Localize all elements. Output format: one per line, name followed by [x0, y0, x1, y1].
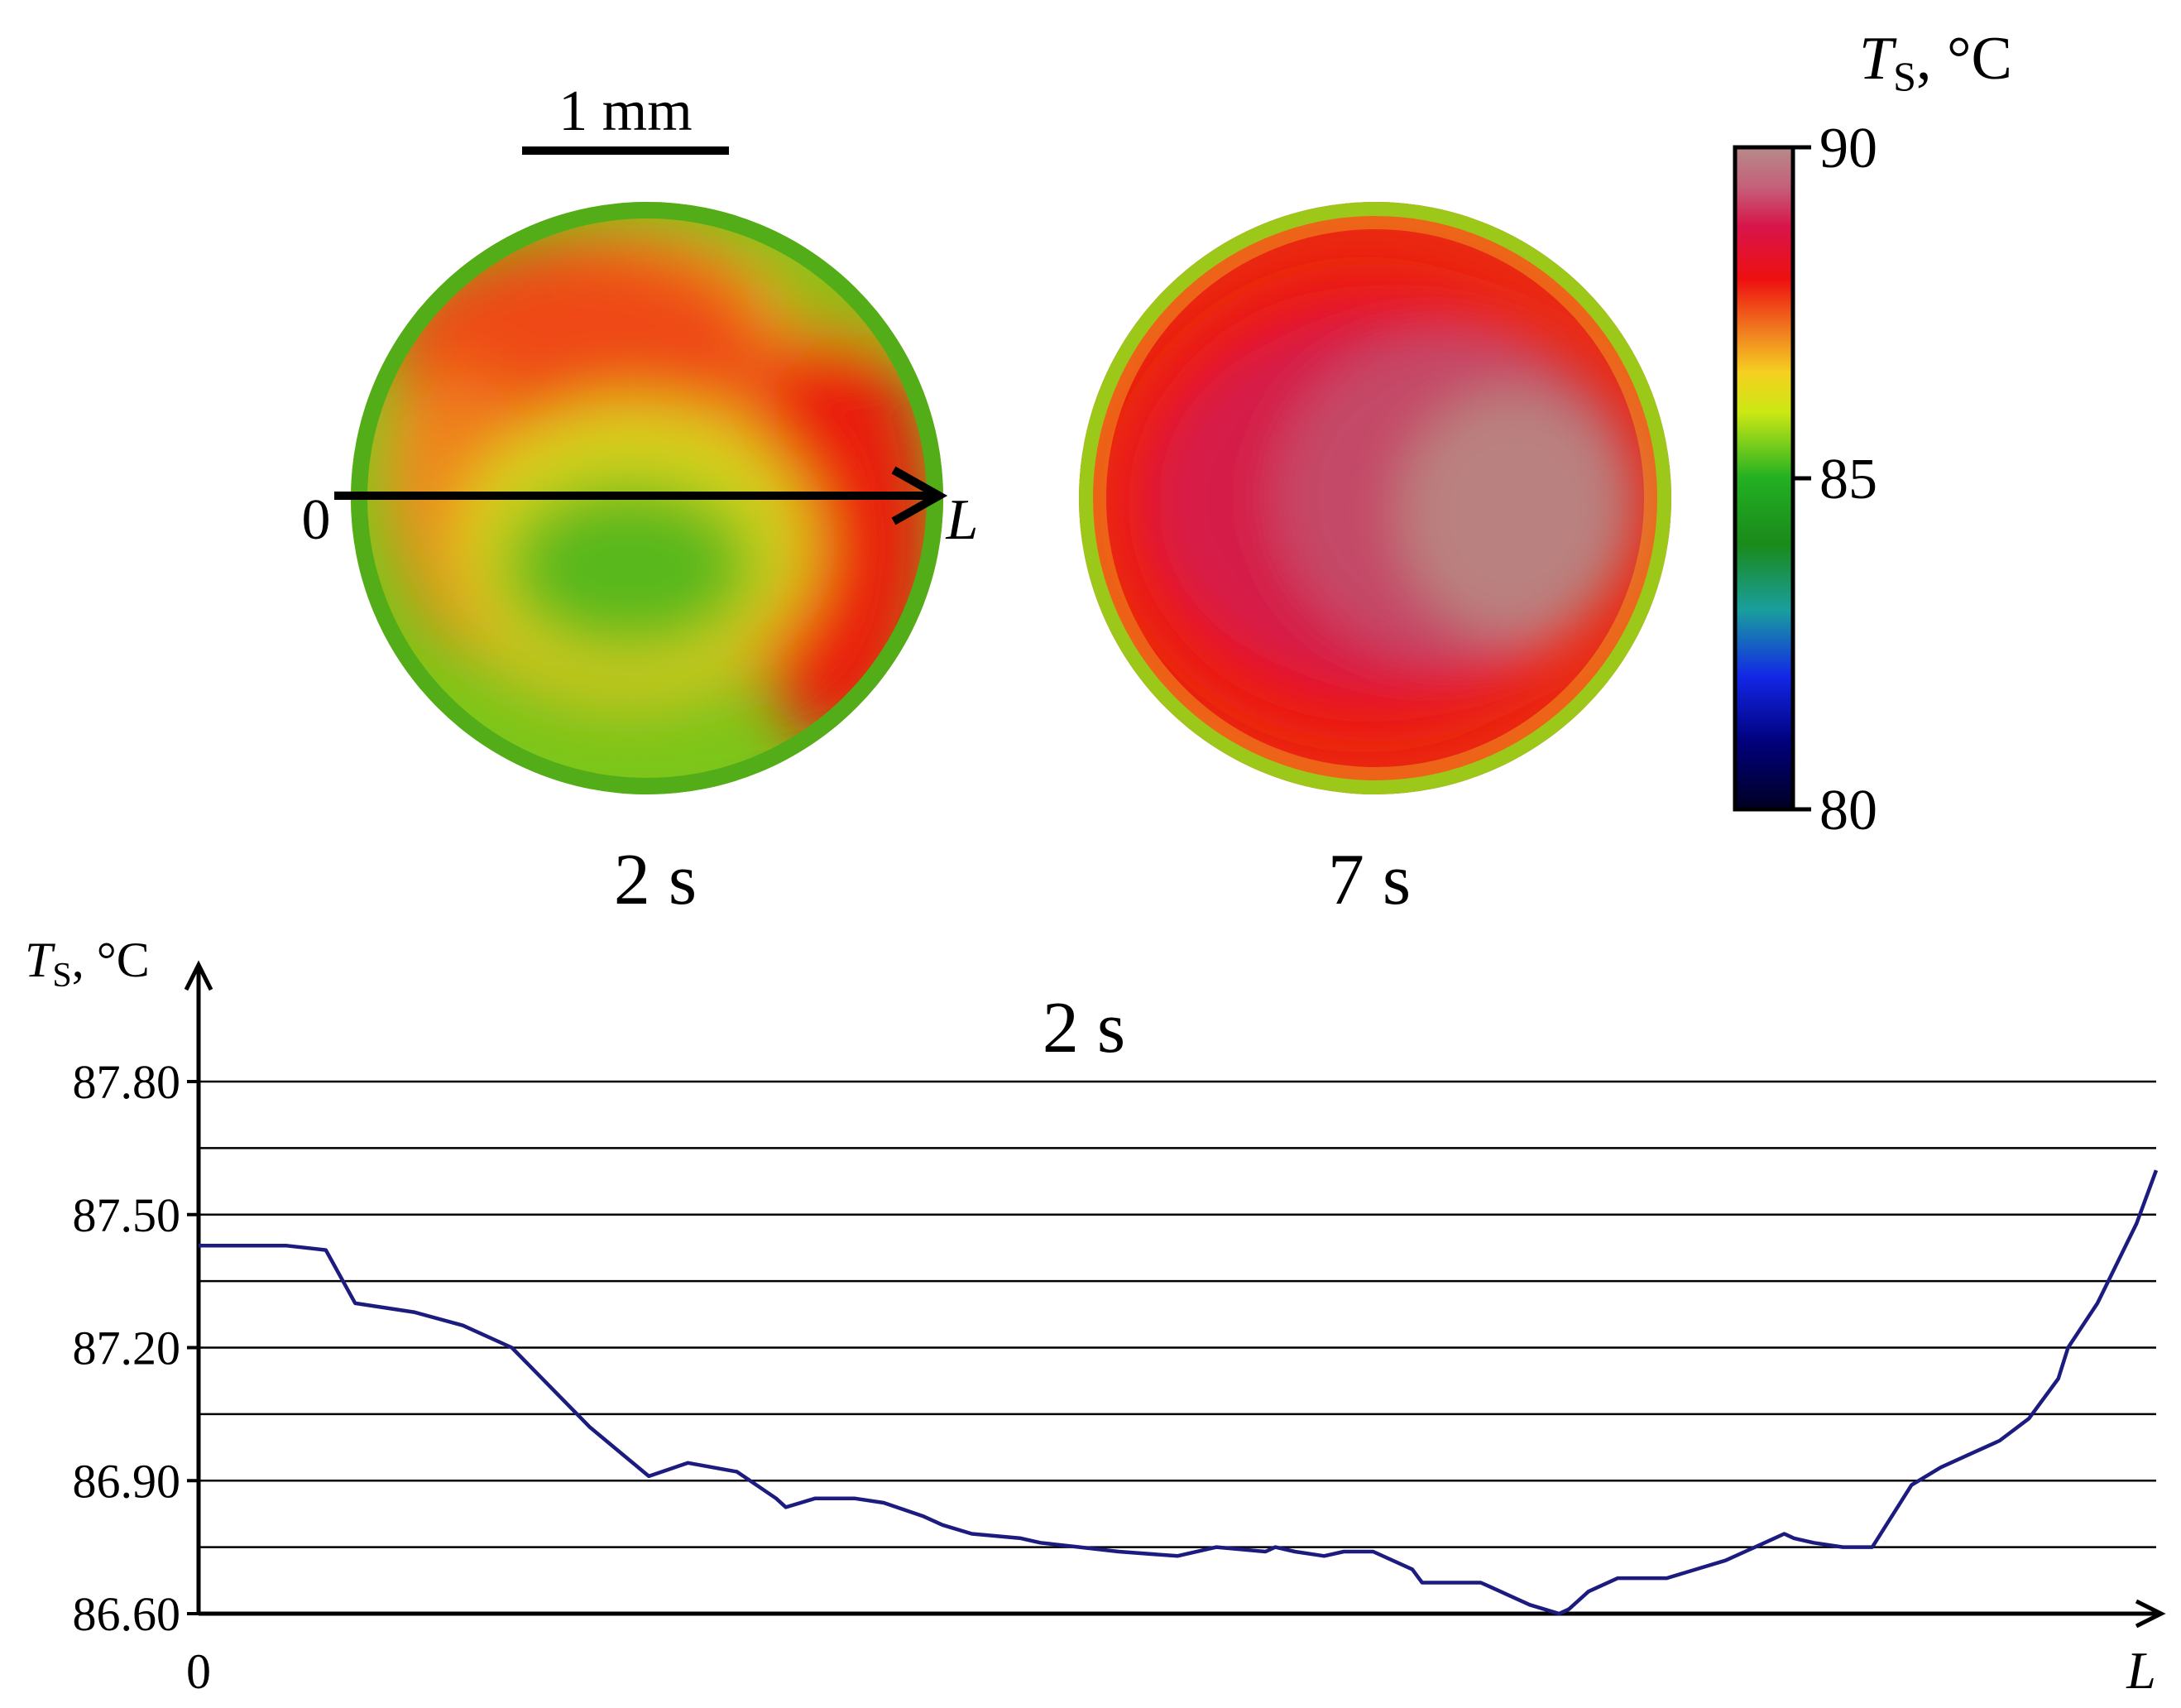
colorbar-tick-label-1: 85 — [1819, 448, 1877, 511]
profile-chart: 87.80 87.50 87.20 86.90 86.60 2 s TS, °C 0 L — [25, 933, 2166, 1700]
chart-title: 2 s — [1043, 988, 1125, 1068]
y-tick-label-3: 86.90 — [73, 1454, 181, 1508]
colorbar-tick-label-0: 90 — [1819, 117, 1877, 180]
series-line — [199, 1169, 2159, 1616]
y-tick-label-1: 87.50 — [73, 1188, 181, 1242]
colorbar-title: TS, °C — [1859, 25, 2012, 99]
colorbar: TS, °C 90 85 80 — [1733, 25, 2012, 842]
scale-bar-label: 1 mm — [558, 79, 692, 143]
y-tick-label-2: 87.20 — [73, 1322, 181, 1375]
chart-y-tick-labels: 87.80 87.50 87.20 86.90 86.60 — [73, 1055, 199, 1641]
profile-end-label: L — [946, 488, 979, 552]
x-axis-label: L — [2126, 1641, 2156, 1700]
profile-arrow: 0 L — [302, 466, 979, 552]
colorbar-gradient — [1733, 145, 1795, 812]
scale-bar: 1 mm — [522, 79, 729, 155]
x-origin-label: 0 — [186, 1644, 211, 1699]
y-axis-label: TS, °C — [25, 933, 150, 995]
thermogram-7s — [1079, 202, 1671, 794]
thermogram-2-time-label: 7 s — [1328, 840, 1411, 920]
chart-gridlines — [199, 1080, 2156, 1548]
colorbar-ticks: 90 85 80 — [1793, 117, 1877, 842]
y-tick-label-4: 86.60 — [73, 1587, 181, 1641]
thermogram-1-time-label: 2 s — [614, 840, 697, 920]
y-tick-label-0: 87.80 — [73, 1055, 181, 1109]
profile-start-label: 0 — [302, 488, 331, 552]
colorbar-tick-label-2: 80 — [1819, 779, 1877, 842]
series-points — [198, 1170, 2157, 1614]
chart-axes — [184, 960, 2166, 1629]
y-axis-arrowhead — [184, 960, 213, 991]
x-axis-arrowhead — [2135, 1599, 2166, 1629]
